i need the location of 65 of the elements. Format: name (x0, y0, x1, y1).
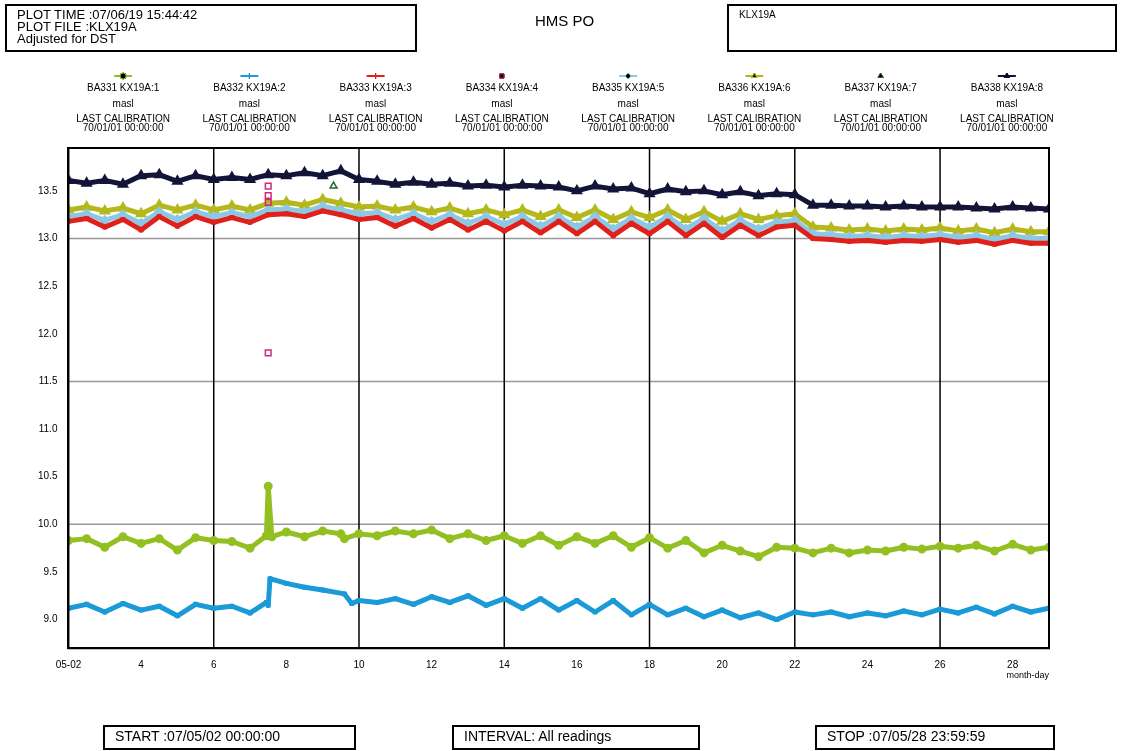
legend-label: BA333 KX19A:3 (339, 82, 413, 93)
x-tick-label: 05-02 (55, 658, 82, 670)
text: 70/01/01 00:00:00 (966, 122, 1048, 133)
text: 70/01/01 00:00:00 (461, 122, 543, 133)
legend-label: BA332 KX19A:2 (213, 82, 286, 93)
legend-label: BA337 KX19A:7 (844, 82, 918, 93)
text: LAST CALIBRATION (76, 113, 170, 124)
y-tick-label: 12.0 (37, 327, 58, 339)
legend-label: BA331 KX19A:1 (86, 82, 160, 93)
legend-label: BA336 KX19A:6 (718, 82, 791, 93)
y-tick-label: 11.0 (38, 422, 58, 434)
y-tick-label: 13.0 (37, 232, 58, 244)
text: LAST CALIBRATION (581, 113, 675, 124)
chart-title: HMS PO (534, 12, 595, 29)
text: masl (365, 98, 387, 109)
x-tick-label: 10 (353, 658, 365, 670)
x-tick-label: 28 (1007, 658, 1019, 670)
x-tick-label: 20 (716, 658, 729, 670)
text: 70/01/01 00:00:00 (714, 122, 796, 133)
x-tick-label: 22 (789, 658, 801, 670)
text: START :07/05/02 00:00:00 (115, 728, 281, 744)
x-tick-label: 8 (283, 658, 290, 670)
text: 70/01/01 00:00:00 (335, 122, 417, 133)
y-tick-label: 9.0 (43, 613, 58, 625)
text: PLOT FILE :KLX19A (17, 19, 138, 34)
y-tick-label: 11.5 (38, 375, 58, 387)
text: masl (491, 98, 513, 109)
text: LAST CALIBRATION (960, 113, 1054, 124)
text: 70/01/01 00:00:00 (209, 122, 291, 133)
y-tick-label: 13.5 (37, 184, 58, 196)
text: LAST CALIBRATION (202, 113, 297, 124)
text: LAST CALIBRATION (707, 113, 802, 124)
legend-label: BA338 KX19A:8 (970, 82, 1044, 93)
x-tick-label: 18 (643, 658, 656, 670)
x-tick-label: 24 (861, 658, 874, 670)
x-axis-title: month-day (1006, 670, 1050, 681)
x-tick-label: 26 (934, 658, 947, 670)
text: LAST CALIBRATION (833, 113, 928, 124)
x-tick-label: 6 (210, 658, 217, 670)
x-tick-label: 12 (426, 658, 438, 670)
text: masl (743, 98, 765, 109)
text: masl (870, 98, 892, 109)
y-tick-label: 10.5 (37, 470, 58, 482)
y-tick-label: 10.0 (37, 518, 58, 530)
text: Adjusted for DST (17, 31, 117, 46)
text: PLOT TIME :07/06/19 15:44:42 (17, 7, 199, 22)
text: LAST CALIBRATION (455, 113, 549, 124)
text: INTERVAL: All readings (464, 728, 613, 744)
text: 70/01/01 00:00:00 (840, 122, 922, 133)
legend-label: BA335 KX19A:5 (591, 82, 665, 93)
text: STOP :07/05/28 23:59:59 (827, 728, 987, 744)
legend-label: BA334 KX19A:4 (465, 82, 539, 93)
text: masl (112, 98, 134, 109)
x-tick-label: 4 (138, 658, 145, 670)
x-tick-label: 16 (571, 658, 583, 670)
text: 70/01/01 00:00:00 (82, 122, 164, 133)
y-tick-label: 9.5 (43, 565, 58, 577)
text: masl (617, 98, 639, 109)
x-tick-label: 14 (498, 658, 511, 670)
text: masl (996, 98, 1018, 109)
text: LAST CALIBRATION (328, 113, 423, 124)
y-tick-label: 12.5 (37, 279, 58, 291)
text: 70/01/01 00:00:00 (587, 122, 669, 133)
text: KLX19A (739, 9, 777, 21)
text: masl (238, 98, 260, 109)
